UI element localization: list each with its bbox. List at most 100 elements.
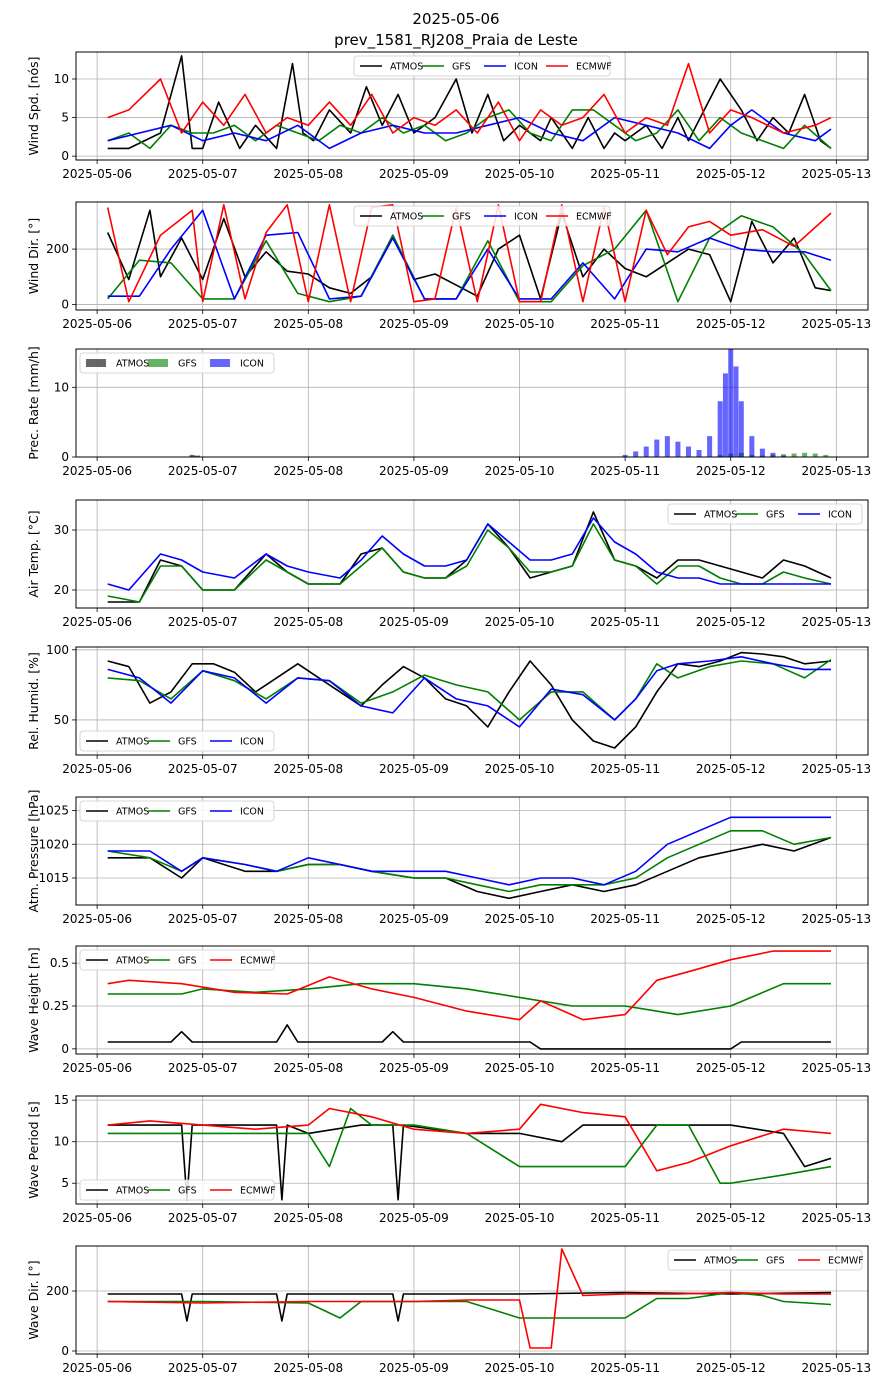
x-tick-label: 2025-05-11 xyxy=(590,1211,660,1225)
legend-box xyxy=(353,55,611,77)
series-atmos xyxy=(107,1291,832,1322)
bar-icon xyxy=(770,452,776,457)
x-tick-label: 2025-05-13 xyxy=(801,317,871,331)
legend-label-gfs: GFS xyxy=(178,359,197,370)
legend-box xyxy=(79,352,275,374)
bar-icon xyxy=(717,401,723,457)
x-tick-label: 2025-05-07 xyxy=(168,912,238,926)
x-tick-label: 2025-05-10 xyxy=(485,615,555,629)
x-tick-label: 2025-05-07 xyxy=(168,1211,238,1225)
legend-label-atmos: ATMOS xyxy=(390,212,423,223)
x-tick-label: 2025-05-11 xyxy=(590,1361,660,1375)
x-tick-label: 2025-05-07 xyxy=(168,615,238,629)
x-tick-label: 2025-05-09 xyxy=(379,1061,449,1075)
series-icon xyxy=(107,209,832,300)
series-ecmwf xyxy=(107,950,831,1021)
x-tick-label: 2025-05-06 xyxy=(62,1061,132,1075)
y-tick-label: 0.25 xyxy=(42,999,69,1013)
bar-icon xyxy=(664,436,670,457)
legend-label-gfs: GFS xyxy=(178,956,197,967)
x-tick-label: 2025-05-11 xyxy=(590,317,660,331)
y-tick-label: 0 xyxy=(61,149,69,163)
plot-area xyxy=(107,511,832,603)
axes-frame xyxy=(75,499,869,609)
bar-icon xyxy=(643,446,649,457)
bar-gfs xyxy=(812,453,818,457)
chart-title: 2025-05-06 xyxy=(412,10,499,28)
x-tick-label: 2025-05-10 xyxy=(485,1061,555,1075)
series-gfs xyxy=(107,1107,832,1184)
x-tick-label: 2025-05-09 xyxy=(379,615,449,629)
legend-box xyxy=(79,1179,275,1201)
x-tick-label: 2025-05-07 xyxy=(168,1061,238,1075)
panel-2: 2025-05-06 2025-05-07 2025-05-08 2025-05-09… xyxy=(26,346,871,478)
legend-label-icon: ICON xyxy=(240,807,264,818)
x-tick-label: 2025-05-06 xyxy=(62,762,132,776)
series-ecmwf xyxy=(107,62,832,142)
axes-frame xyxy=(75,1245,869,1355)
legend-label-atmos: ATMOS xyxy=(116,359,149,370)
x-tick-label: 2025-05-06 xyxy=(62,1361,132,1375)
series-atmos xyxy=(106,209,832,303)
y-axis-label: Wave Period [s] xyxy=(26,1101,41,1199)
x-tick-label: 2025-05-13 xyxy=(801,615,871,629)
legend: ATMOS GFS ICON xyxy=(79,800,275,822)
panels: 2025-05-06 2025-05-07 2025-05-08 2025-05-09… xyxy=(26,51,871,1375)
plot-area xyxy=(107,816,832,900)
legend: ATMOS GFS ICON xyxy=(79,352,275,374)
y-tick-label: 5 xyxy=(61,111,69,125)
x-tick-label: 2025-05-10 xyxy=(485,317,555,331)
y-axis-label: Wind Dir. [°] xyxy=(26,218,41,294)
y-axis-label: Wind Spd. [nós] xyxy=(26,57,41,156)
panel-8: 2025-05-06 2025-05-07 2025-05-08 2025-05-09… xyxy=(26,1245,871,1375)
bar-icon xyxy=(733,366,739,457)
series-gfs xyxy=(107,1291,832,1319)
x-tick-label: 2025-05-07 xyxy=(168,762,238,776)
legend-box xyxy=(79,730,275,752)
x-tick-label: 2025-05-13 xyxy=(801,1361,871,1375)
legend-label-ecmwf: ECMWF xyxy=(240,956,276,967)
y-axis-label: Rel. Humid. [%] xyxy=(26,652,41,750)
legend-label-atmos: ATMOS xyxy=(390,62,423,73)
legend-label-ecmwf: ECMWF xyxy=(576,62,612,73)
series-gfs xyxy=(107,523,832,603)
legend-label-gfs: GFS xyxy=(452,62,471,73)
legend: ATMOS GFS ICON xyxy=(79,730,275,752)
x-tick-label: 2025-05-13 xyxy=(801,167,871,181)
bar-gfs xyxy=(823,454,829,457)
x-tick-label: 2025-05-08 xyxy=(273,615,343,629)
bar-icon xyxy=(738,401,744,457)
y-tick-label: 1015 xyxy=(38,871,69,885)
y-tick-label: 100 xyxy=(46,643,69,657)
x-tick-label: 2025-05-12 xyxy=(696,912,766,926)
legend-swatch-atmos xyxy=(86,359,106,367)
legend-label-icon: ICON xyxy=(240,737,264,748)
y-tick-label: 5 xyxy=(61,1176,69,1190)
x-tick-label: 2025-05-11 xyxy=(590,1061,660,1075)
panel-3: 2025-05-06 2025-05-07 2025-05-08 2025-05-09… xyxy=(26,499,871,629)
x-tick-label: 2025-05-08 xyxy=(273,1361,343,1375)
series-atmos xyxy=(107,651,832,749)
legend-label-icon: ICON xyxy=(514,62,538,73)
x-tick-label: 2025-05-11 xyxy=(590,615,660,629)
plot-area xyxy=(107,1103,832,1201)
y-tick-label: 20 xyxy=(54,583,69,597)
legend-label-atmos: ATMOS xyxy=(704,510,737,521)
axes-frame xyxy=(75,201,869,311)
x-tick-label: 2025-05-09 xyxy=(379,464,449,478)
series-icon xyxy=(107,517,831,591)
series-ecmwf xyxy=(107,1103,832,1172)
y-tick-label: 0 xyxy=(61,297,69,311)
x-tick-label: 2025-05-06 xyxy=(62,1211,132,1225)
x-tick-label: 2025-05-06 xyxy=(62,317,132,331)
series-gfs xyxy=(107,982,831,1016)
y-axis-label: Wave Height [m] xyxy=(26,947,41,1053)
x-tick-label: 2025-05-13 xyxy=(801,912,871,926)
x-tick-label: 2025-05-11 xyxy=(590,762,660,776)
legend-label-ecmwf: ECMWF xyxy=(240,1186,276,1197)
legend-swatch-icon xyxy=(210,359,230,367)
x-tick-label: 2025-05-09 xyxy=(379,167,449,181)
legend-label-atmos: ATMOS xyxy=(116,807,149,818)
legend-box xyxy=(79,949,275,971)
